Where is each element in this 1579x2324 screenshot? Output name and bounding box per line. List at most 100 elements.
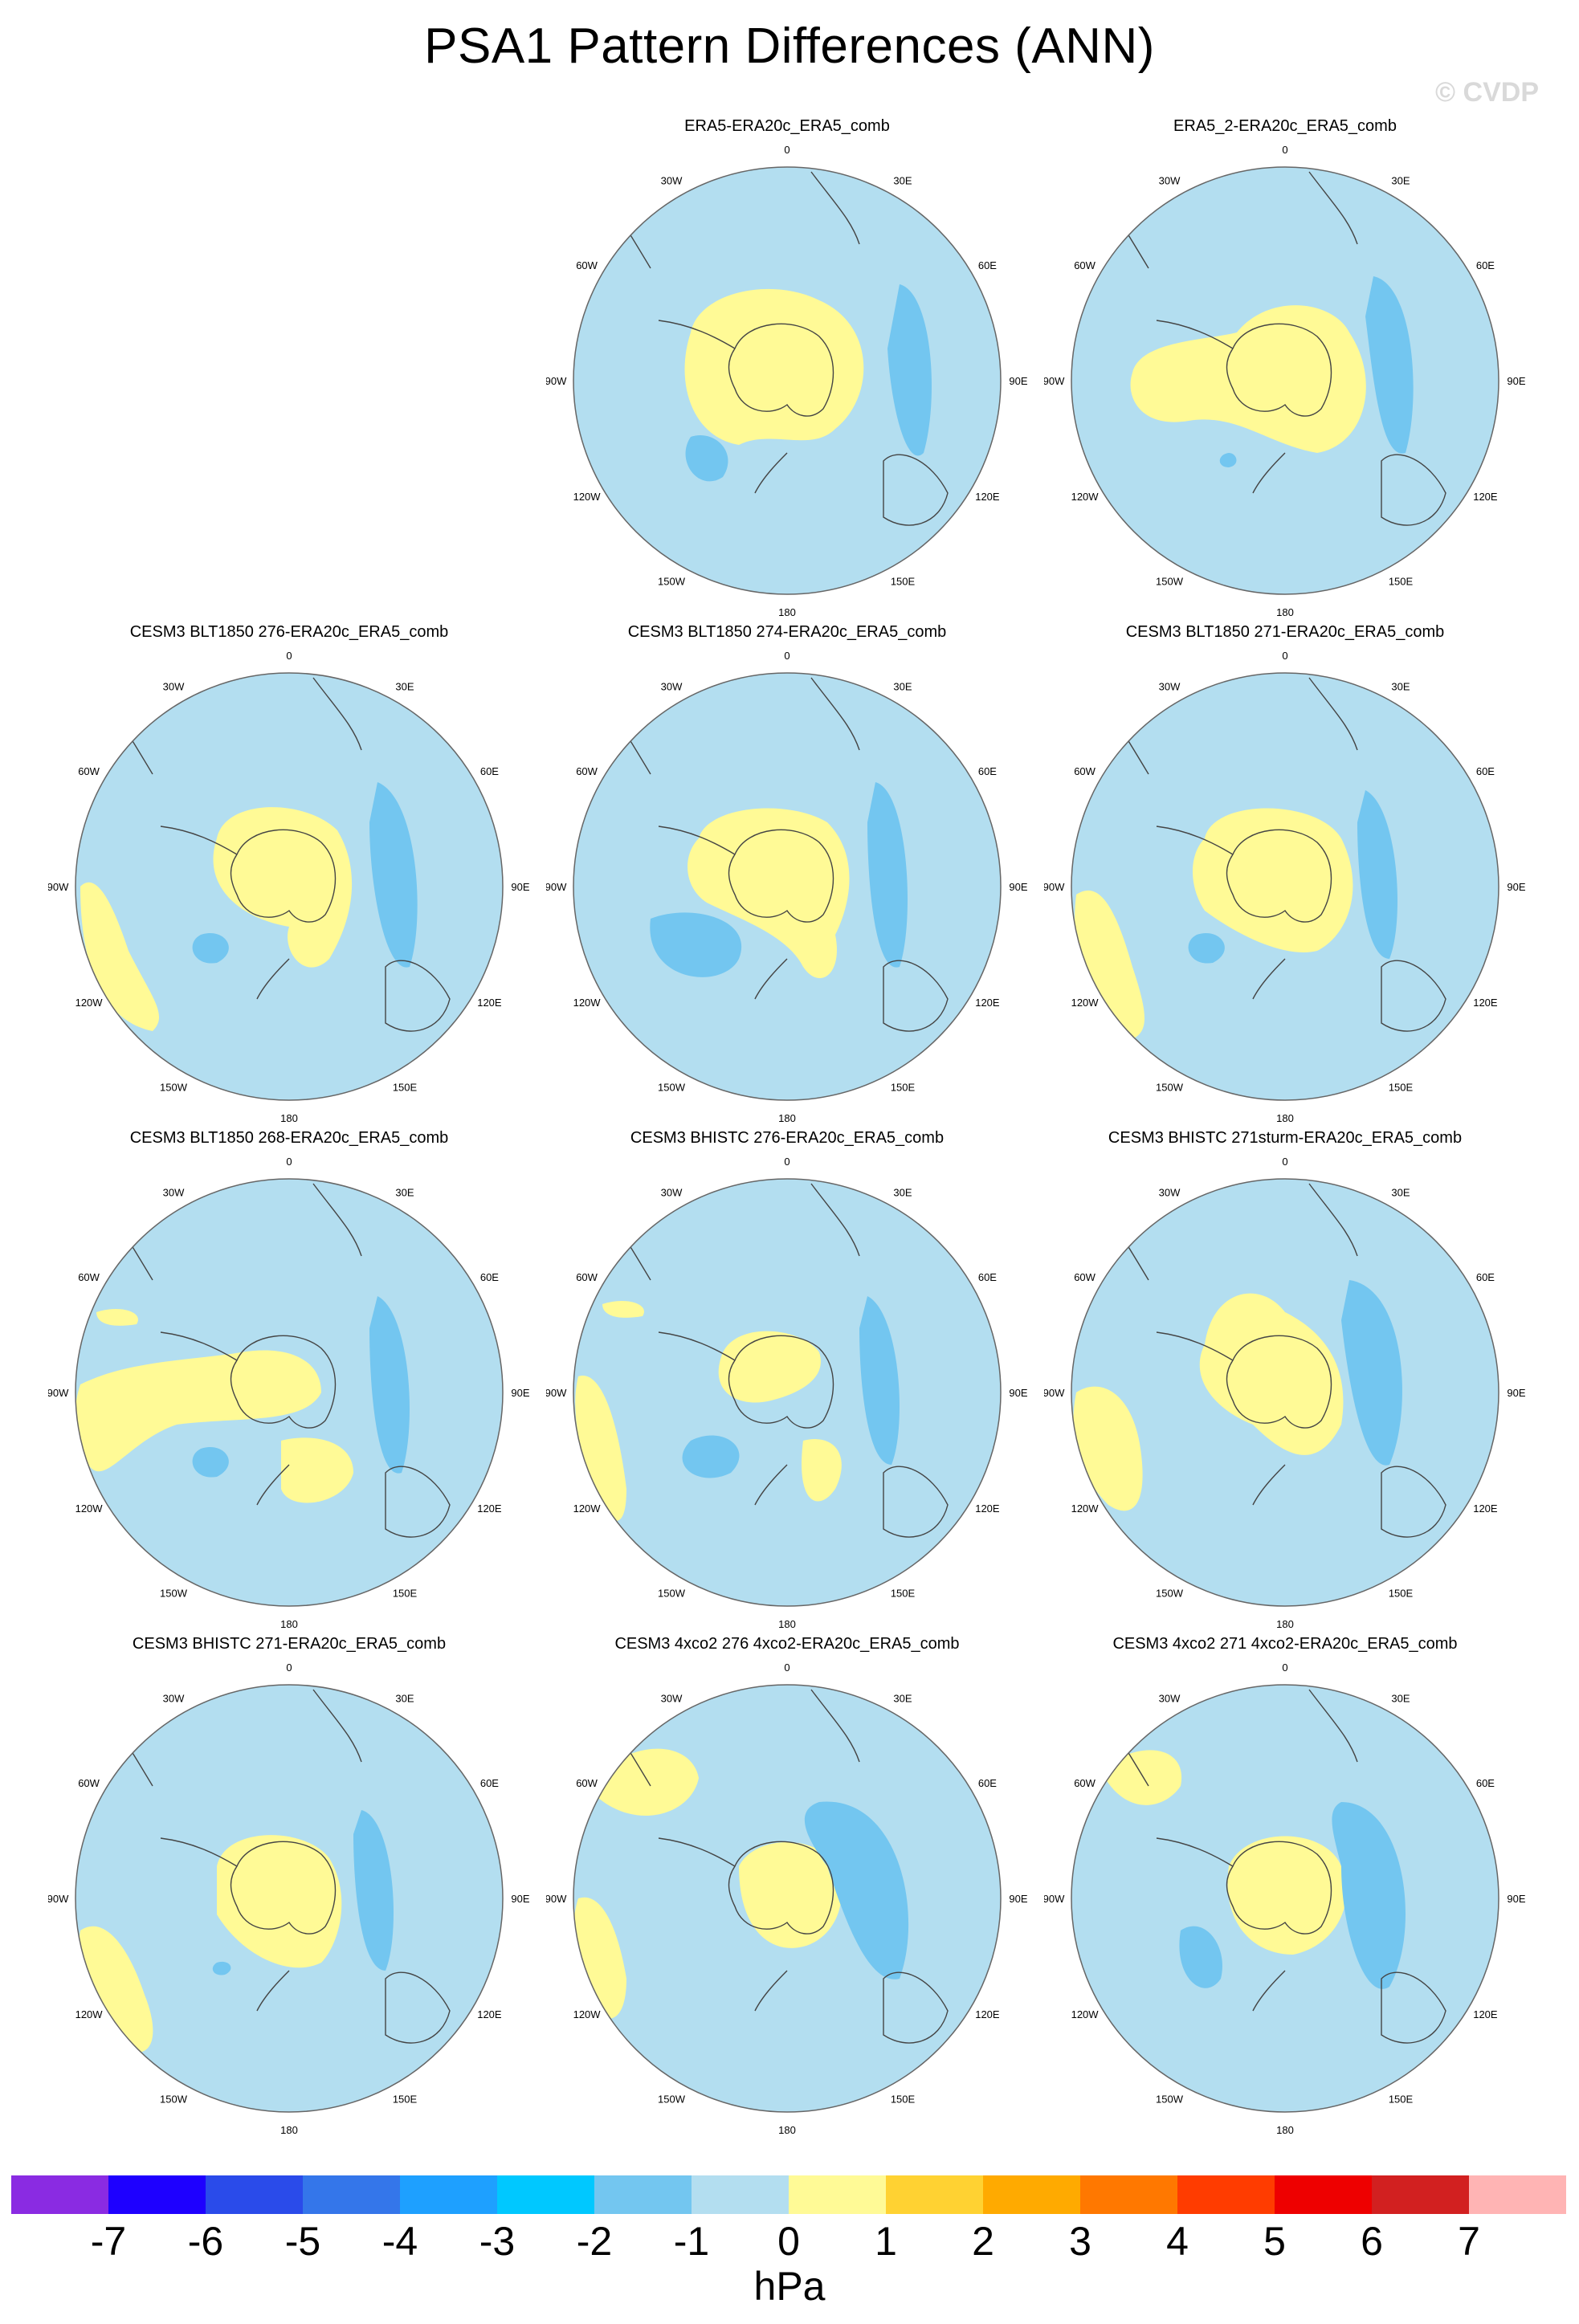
map-border <box>573 672 1002 1101</box>
coastline <box>160 1331 238 1361</box>
coastline <box>1252 1970 1286 2012</box>
negative-anomaly <box>867 782 908 968</box>
longitude-label: 150E <box>393 1081 418 1093</box>
longitude-label: 90E <box>1009 375 1027 387</box>
longitude-label: 90E <box>1507 1387 1525 1399</box>
colorbar-swatch <box>108 2175 206 2214</box>
negative-anomaly <box>650 912 742 977</box>
coastline <box>1381 1466 1446 1538</box>
panel-title: CESM3 4xco2 271 4xco2-ERA20c_ERA5_comb <box>1112 1635 1458 1653</box>
coastline <box>728 1335 834 1429</box>
longitude-label: 180 <box>1276 606 1294 618</box>
longitude-label: 120E <box>975 1502 1000 1515</box>
longitude-label: 90E <box>511 1893 529 1905</box>
longitude-label: 120W <box>573 997 602 1009</box>
coastline <box>1226 1841 1332 1935</box>
map-border <box>573 1684 1002 2113</box>
coastline <box>810 1689 860 1763</box>
longitude-label: 120E <box>477 997 502 1009</box>
map-border <box>573 1178 1002 1607</box>
coastline <box>754 1970 788 2012</box>
negative-anomaly <box>212 1961 231 1975</box>
longitude-label: 0 <box>286 1156 292 1168</box>
longitude-label: 90E <box>1009 1387 1027 1399</box>
map-panel: CESM3 BHISTC 276-ERA20c_ERA5_comb 0 30E 60E… <box>546 1129 1028 1630</box>
longitude-label: 60E <box>1476 765 1495 777</box>
longitude-label: 120E <box>1473 997 1498 1009</box>
colorbar-tick-label: -5 <box>284 2219 321 2264</box>
longitude-label: 90E <box>1507 1893 1525 1905</box>
coastline <box>810 677 860 751</box>
longitude-label: 90E <box>1009 881 1027 893</box>
longitude-label: 180 <box>778 606 796 618</box>
longitude-label: 60W <box>576 259 598 271</box>
longitude-label: 30W <box>661 1187 683 1199</box>
coastline <box>256 958 290 1000</box>
coastline <box>754 1464 788 1506</box>
colorbar-tick-label: -4 <box>381 2219 418 2264</box>
longitude-label: 90W <box>1044 881 1065 893</box>
colorbar-swatch <box>594 2175 692 2214</box>
longitude-label: 30E <box>893 1693 912 1705</box>
longitude-label: 30W <box>661 1693 683 1705</box>
negative-anomaly <box>1341 1280 1402 1466</box>
coastline <box>883 960 949 1032</box>
longitude-label: 60E <box>978 765 997 777</box>
longitude-label: 120E <box>1473 2008 1498 2020</box>
watermark: © CVDP <box>1435 77 1539 108</box>
coastline <box>1308 677 1358 751</box>
colorbar-tick-label: -1 <box>673 2219 710 2264</box>
longitude-label: 120W <box>1071 1502 1100 1515</box>
colorbar-swatch <box>789 2175 886 2214</box>
longitude-label: 180 <box>280 2124 298 2136</box>
longitude-label: 150E <box>891 2093 916 2105</box>
polar-map: 0 30E 60E 90E 120E 150E 180 150W 120W 90W 60W 30W <box>546 1156 1028 1630</box>
longitude-label: 180 <box>778 1112 796 1124</box>
coastline <box>312 677 362 751</box>
positive-anomaly <box>602 1300 644 1318</box>
negative-anomaly <box>804 1801 909 1979</box>
positive-anomaly <box>802 1439 842 1502</box>
positive-anomaly <box>281 1437 353 1503</box>
coastline <box>385 960 451 1032</box>
positive-anomaly <box>1100 1750 1182 1805</box>
longitude-label: 150E <box>393 2093 418 2105</box>
longitude-label: 90W <box>48 881 69 893</box>
longitude-label: 120W <box>75 1502 104 1515</box>
coastline <box>1308 1689 1358 1763</box>
longitude-label: 120E <box>1473 491 1498 503</box>
longitude-label: 150W <box>1156 575 1184 587</box>
positive-anomaly <box>96 1308 138 1326</box>
map-panel: CESM3 BHISTC 271-ERA20c_ERA5_comb 0 30E 60E… <box>48 1635 530 2136</box>
map-panel: CESM3 BLT1850 274-ERA20c_ERA5_comb 0 30E 60… <box>546 623 1028 1124</box>
negative-anomaly <box>192 933 229 964</box>
colorbar-swatch <box>400 2175 497 2214</box>
coastline <box>883 454 949 526</box>
coastline <box>385 1971 451 2044</box>
panel-title: CESM3 BHISTC 271-ERA20c_ERA5_comb <box>132 1635 447 1653</box>
longitude-label: 120W <box>573 1502 602 1515</box>
coastline <box>1381 960 1446 1032</box>
negative-anomaly <box>1179 1926 1222 1988</box>
coastline <box>1252 958 1286 1000</box>
longitude-label: 180 <box>778 1618 796 1630</box>
longitude-label: 60W <box>1074 1271 1096 1283</box>
coastline <box>883 1971 949 2044</box>
positive-anomaly <box>739 1842 842 1948</box>
polar-map: 0 30E 60E 90E 120E 150E 180 150W 120W 90W 60W 30W <box>546 650 1028 1124</box>
longitude-label: 0 <box>1282 1156 1287 1168</box>
longitude-label: 150W <box>658 1081 686 1093</box>
longitude-label: 0 <box>286 650 292 662</box>
longitude-label: 90W <box>546 1893 567 1905</box>
longitude-label: 120W <box>573 2008 602 2020</box>
longitude-label: 0 <box>784 144 790 156</box>
coastline <box>658 1331 736 1361</box>
longitude-label: 150E <box>891 575 916 587</box>
colorbar-tick-label: 5 <box>1263 2219 1286 2264</box>
coastline <box>1252 452 1286 494</box>
coastline <box>810 171 860 245</box>
longitude-label: 30E <box>1391 1187 1410 1199</box>
coastline <box>728 829 834 923</box>
colorbar-tick-label: 3 <box>1069 2219 1091 2264</box>
polar-map: 0 30E 60E 90E 120E 150E 180 150W 120W 90W 60W 30W <box>48 1156 530 1630</box>
